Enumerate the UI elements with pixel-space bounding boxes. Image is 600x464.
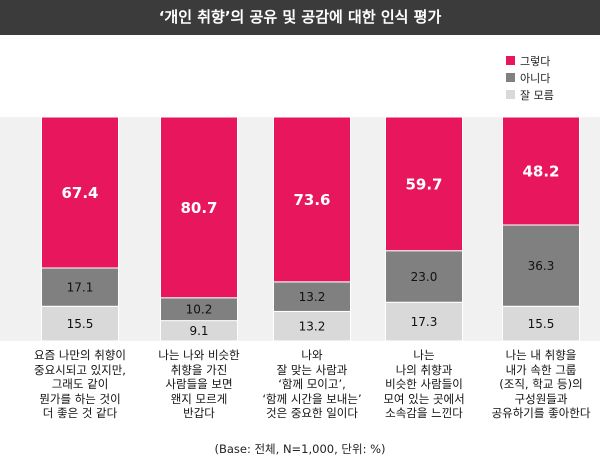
value-label-yes-2: 80.7	[180, 199, 217, 217]
value-label-no-4: 23.0	[411, 270, 438, 284]
legend-item-no: 아니다	[506, 69, 554, 86]
category-label-1: 요즘 나만의 취향이 중요시되고 있지만, 그래도 같이 뭔가를 하는 것이 더…	[34, 348, 126, 420]
category-label-4: 나는 나의 취향과 비슷한 사람들이 모여 있는 곳에서 소속감을 느낀다	[383, 348, 465, 420]
legend-swatch-unknown	[506, 90, 515, 99]
bar-unknown-4	[385, 301, 463, 342]
category-label-2: 나는 나와 비슷한 취향을 가진 사람들을 보면 왠지 모르게 반갑다	[158, 348, 240, 420]
bar-yes-2	[160, 116, 238, 299]
value-label-unknown-4: 17.3	[411, 315, 438, 329]
value-label-yes-1: 67.4	[61, 184, 98, 202]
bar-no-4	[385, 250, 463, 303]
legend-label-yes: 그렇다	[520, 54, 551, 68]
value-label-no-3: 13.2	[299, 290, 326, 304]
value-label-yes-4: 59.7	[405, 175, 442, 193]
value-label-yes-5: 48.2	[522, 162, 559, 180]
legend-label-no: 아니다	[520, 71, 551, 85]
legend-swatch-no	[506, 73, 515, 82]
bar-yes-3	[273, 116, 351, 283]
value-label-yes-3: 73.6	[293, 191, 330, 209]
value-label-no-1: 17.1	[67, 280, 94, 294]
bar-unknown-3	[273, 310, 351, 342]
category-label-5: 나는 내 취향을 내가 속한 그룹 (조직, 학교 등)의 구성원들과 공유하기…	[491, 348, 591, 420]
value-label-no-2: 10.2	[186, 303, 213, 317]
chart-title: ‘개인 취향’의 공유 및 공감에 대한 인식 평가	[0, 0, 600, 35]
legend: 그렇다 아니다 잘 모름	[506, 52, 554, 103]
legend-swatch-yes	[506, 56, 515, 65]
legend-item-yes: 그렇다	[506, 52, 554, 69]
value-label-unknown-5: 15.5	[528, 317, 555, 331]
bar-no-3	[273, 281, 351, 312]
bar-no-5	[502, 224, 580, 307]
bar-yes-5	[502, 116, 580, 226]
base-note: (Base: 전체, N=1,000, 단위: %)	[214, 442, 386, 456]
legend-label-unknown: 잘 모름	[520, 88, 554, 102]
legend-item-unknown: 잘 모름	[506, 86, 554, 103]
bar-yes-1	[41, 116, 119, 269]
category-label-3: 나와 잘 맞는 사람과 ‘함께 모이고’, ‘함께 시간을 보내는’ 것은 중요…	[262, 348, 362, 420]
bar-no-1	[41, 267, 119, 307]
bar-yes-4	[385, 116, 463, 252]
value-label-unknown-3: 13.2	[299, 320, 326, 334]
value-label-no-5: 36.3	[528, 259, 555, 273]
value-label-unknown-2: 9.1	[189, 324, 208, 338]
value-label-unknown-1: 15.5	[67, 317, 94, 331]
bar-unknown-5	[502, 305, 580, 342]
